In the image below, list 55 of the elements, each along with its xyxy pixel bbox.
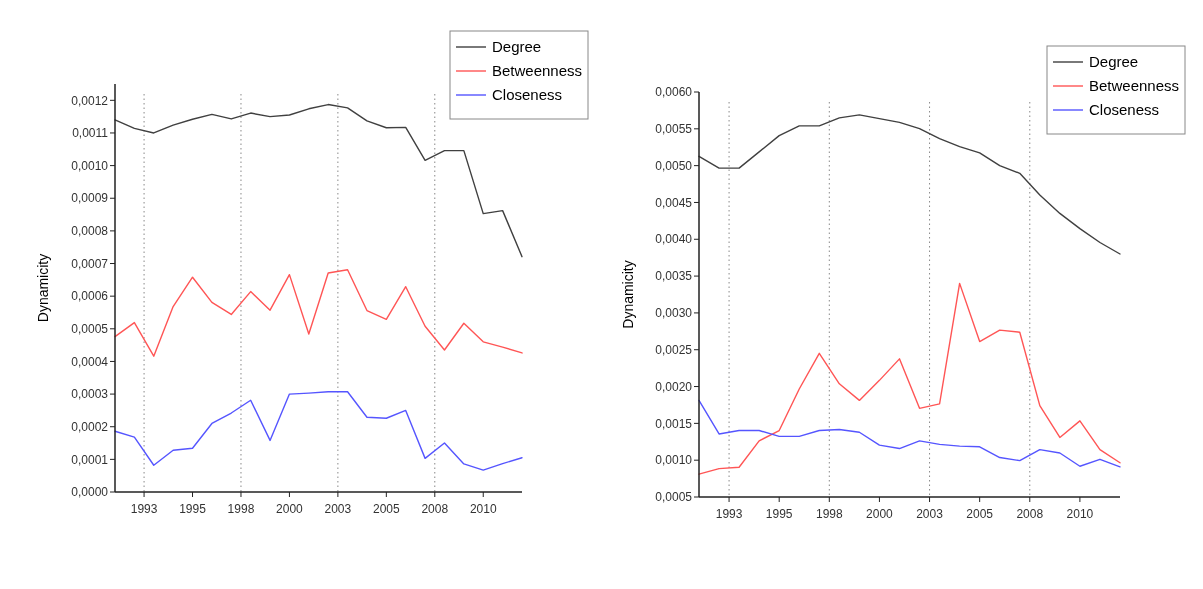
y-tick-label: 0,0010 [655, 453, 693, 468]
y-tick-label: 0,0045 [655, 195, 693, 210]
legend-label: Closeness [492, 86, 563, 104]
y-tick-label: 0,0011 [72, 126, 109, 141]
y-tick-label: 0,0000 [71, 485, 109, 500]
y-tick-label: 0,0055 [655, 122, 693, 137]
x-tick-label: 2000 [866, 507, 894, 521]
y-tick-label: 0,0060 [655, 85, 693, 100]
y-tick-label: 0,0007 [71, 256, 109, 271]
x-tick-label: 2008 [421, 502, 449, 516]
x-tick-label: 2005 [372, 502, 400, 516]
y-tick-label: 0,0002 [71, 419, 109, 434]
y-axis-title: Dynamicity [35, 253, 51, 323]
y-tick-label: 0,0012 [71, 93, 109, 108]
y-tick-label: 0,0005 [655, 490, 693, 505]
y-tick-label: 0,0008 [71, 224, 109, 239]
y-tick-label: 0,0001 [71, 452, 109, 467]
y-tick-label: 0,0035 [655, 269, 693, 284]
line-series [698, 399, 1121, 468]
x-tick-label: 2003 [916, 507, 944, 521]
x-tick-label: 1993 [715, 507, 743, 521]
x-tick-label: 2010 [469, 502, 497, 516]
y-tick-label: 0,0006 [71, 289, 109, 304]
line-series [114, 269, 523, 357]
x-tick-label: 1995 [179, 502, 207, 516]
y-tick-label: 0,0030 [655, 306, 693, 321]
x-tick-label: 2003 [324, 502, 352, 516]
y-tick-label: 0,0025 [655, 342, 693, 357]
y-tick-label: 0,0010 [71, 158, 109, 173]
line-series [698, 114, 1121, 255]
x-tick-label: 2005 [966, 507, 994, 521]
x-tick-label: 2008 [1016, 507, 1044, 521]
line-series [114, 391, 523, 471]
legend-label: Degree [492, 38, 542, 56]
y-tick-label: 0,0050 [655, 158, 693, 173]
x-tick-label: 1995 [765, 507, 793, 521]
legend-label: Closeness [1089, 101, 1160, 119]
x-tick-label: 1993 [130, 502, 158, 516]
y-tick-label: 0,0015 [655, 416, 693, 431]
y-axis-title: Dynamicity [620, 260, 636, 329]
line-series [114, 103, 523, 258]
x-tick-label: 1998 [815, 507, 843, 521]
x-tick-label: 2000 [276, 502, 304, 516]
legend-label: Betweenness [492, 62, 583, 80]
y-tick-label: 0,0009 [71, 191, 109, 206]
y-tick-label: 0,0040 [655, 232, 693, 247]
line-series [698, 282, 1121, 475]
y-tick-label: 0,0003 [71, 387, 109, 402]
x-tick-label: 2010 [1066, 507, 1094, 521]
y-tick-label: 0,0005 [71, 322, 109, 336]
legend-label: Degree [1089, 53, 1139, 71]
y-tick-label: 0,0004 [71, 354, 109, 369]
x-tick-label: 1998 [227, 502, 255, 516]
y-tick-label: 0,0020 [655, 379, 693, 394]
legend-label: Betweenness [1089, 77, 1180, 95]
